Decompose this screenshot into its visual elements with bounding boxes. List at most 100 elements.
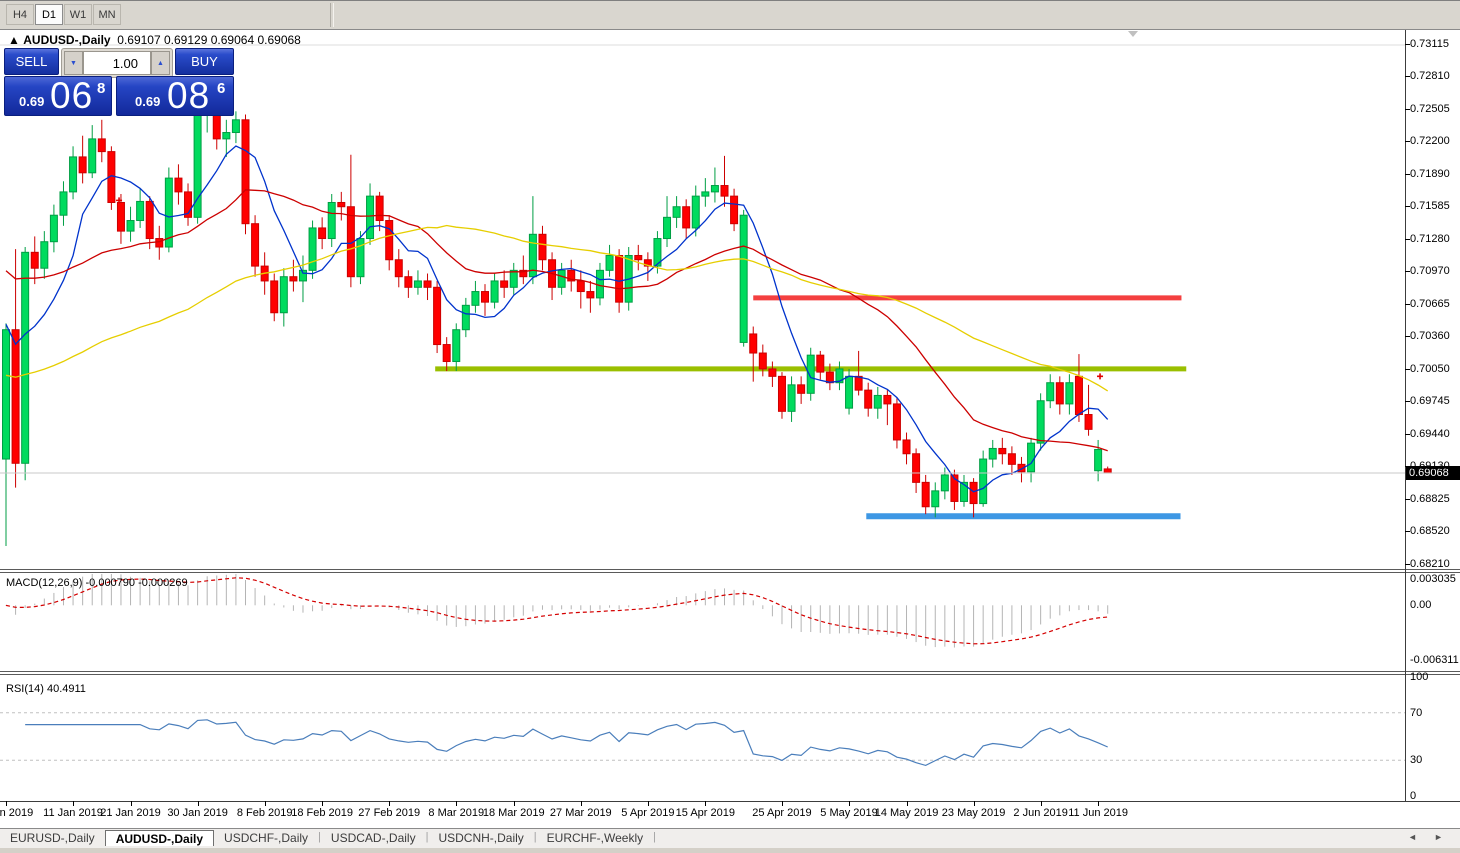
date-tick — [580, 801, 582, 806]
chart-tab-eurusd-daily[interactable]: EURUSD-,Daily — [10, 831, 95, 845]
date-axis-label: 18 Feb 2019 — [291, 807, 354, 819]
tab-scroll-left-icon[interactable]: ◄ — [1408, 832, 1417, 842]
axis-tick — [1405, 401, 1410, 403]
date-tick — [197, 801, 199, 806]
buy-button[interactable]: BUY — [175, 48, 234, 75]
chart-symbol-label: AUDUSD-,Daily — [23, 33, 111, 47]
ohlc-open: 0.69107 — [117, 33, 161, 47]
buy-price-quote[interactable]: 0.69 08 6 — [116, 75, 234, 116]
bottom-strip — [0, 848, 1460, 853]
rsi-axis-label: 0 — [1410, 790, 1417, 802]
chart-tab-usdcnh-daily[interactable]: USDCNH-,Daily — [438, 831, 524, 845]
axis-tick — [1405, 531, 1410, 533]
date-tick — [389, 801, 391, 806]
price-axis-label: 0.71890 — [1410, 167, 1450, 180]
ohlc-high: 0.69129 — [164, 33, 208, 47]
date-tick — [73, 801, 75, 806]
chart-title: ▲ AUDUSD-,Daily 0.69107 0.69129 0.69064 … — [8, 33, 301, 47]
price-axis-label: 0.72505 — [1410, 102, 1450, 115]
date-axis-label: 21 Jan 2019 — [100, 807, 161, 819]
date-axis-label: 27 Mar 2019 — [549, 807, 612, 819]
axis-tick — [1405, 108, 1410, 110]
sell-price-prefix: 0.69 — [19, 94, 45, 109]
date-tick — [1098, 801, 1100, 806]
date-axis-label: 11 Jan 2019 — [43, 807, 103, 819]
date-tick — [322, 801, 324, 806]
volume-control: ▼ ▲ — [61, 48, 173, 78]
axis-tick — [1405, 466, 1410, 468]
price-axis-label: 0.72810 — [1410, 70, 1450, 83]
chart-tab-eurchf-weekly[interactable]: EURCHF-,Weekly — [546, 831, 644, 845]
axis-tick — [1405, 238, 1410, 240]
date-axis-label: 8 Feb 2019 — [236, 807, 293, 819]
date-axis-label: 23 May 2019 — [941, 807, 1006, 819]
rsi-axis-label: 100 — [1410, 671, 1429, 683]
date-tick — [705, 801, 707, 806]
date-axis-label: 30 Jan 2019 — [167, 807, 228, 819]
pane-separator-rsi[interactable] — [0, 671, 1460, 675]
date-tick — [130, 801, 132, 806]
timeframe-mn-button[interactable]: MN — [93, 4, 121, 25]
date-axis-label: 2 Jan 2019 — [0, 807, 34, 819]
price-axis-label: 0.70360 — [1410, 330, 1450, 343]
buy-price-pipette: 6 — [217, 80, 226, 97]
chevron-down-icon: ▼ — [70, 60, 77, 67]
timeframe-d1-button[interactable]: D1 — [35, 4, 63, 25]
macd-axis-label: 0.00 — [1410, 599, 1432, 612]
chart-tab-usdcad-daily[interactable]: USDCAD-,Daily — [330, 831, 416, 845]
price-axis-border — [1405, 30, 1406, 801]
chart-tab-usdchf-daily[interactable]: USDCHF-,Daily — [224, 831, 309, 845]
date-tick — [264, 801, 266, 806]
axis-tick — [1405, 141, 1410, 142]
one-click-trade-panel: SELL ▼ ▲ BUY 0.69 06 8 0.69 08 6 — [4, 48, 234, 145]
date-tick — [973, 801, 975, 806]
buy-price-prefix: 0.69 — [135, 94, 161, 109]
toolbar-separator — [330, 3, 334, 27]
date-axis-label: 14 May 2019 — [874, 807, 939, 819]
axis-tick — [1405, 368, 1410, 370]
date-axis-label: 5 May 2019 — [820, 807, 878, 819]
ma-slow — [5, 224, 1109, 392]
pane-separator-macd[interactable] — [0, 569, 1460, 573]
tab-divider: | — [533, 831, 537, 843]
date-tick — [6, 801, 7, 806]
axis-tick — [1405, 303, 1410, 305]
price-axis-label: 0.70050 — [1410, 362, 1450, 375]
date-tick — [849, 801, 851, 806]
date-axis-label: 2 Jun 2019 — [1013, 807, 1068, 819]
date-tick — [906, 801, 908, 806]
volume-decrease-button[interactable]: ▼ — [64, 51, 83, 75]
price-axis-label: 0.70665 — [1410, 297, 1450, 310]
rsi-indicator-label: RSI(14) 40.4911 — [6, 683, 86, 695]
timeframe-w1-button[interactable]: W1 — [64, 4, 92, 25]
sell-button[interactable]: SELL — [4, 48, 59, 75]
axis-tick — [1405, 173, 1410, 175]
timeframe-h4-button[interactable]: H4 — [6, 4, 34, 25]
volume-increase-button[interactable]: ▲ — [151, 51, 170, 75]
chart-tab-audusd-daily[interactable]: AUDUSD-,Daily — [104, 830, 215, 846]
date-axis-label: 8 Mar 2019 — [428, 807, 485, 819]
macd-axis-label: 0.003035 — [1410, 573, 1456, 585]
timeframe-toolbar: H4 D1 W1 MN — [0, 1, 1460, 30]
tab-scroll-right-icon[interactable]: ► — [1434, 832, 1443, 842]
date-tick — [513, 801, 515, 806]
macd-signal-value: -0.000269 — [138, 577, 188, 589]
date-tick — [456, 801, 458, 806]
current-price-label: 0.69068 — [1406, 466, 1460, 481]
sell-price-quote[interactable]: 0.69 06 8 — [4, 75, 112, 116]
ohlc-close: 0.69068 — [257, 33, 301, 47]
macd-axis-label: -0.006311 — [1410, 654, 1459, 666]
date-tick — [1040, 801, 1042, 806]
macd-main-value: -0.000790 — [85, 577, 136, 589]
axis-tick — [1405, 206, 1410, 208]
rsi-axis-label: 30 — [1410, 754, 1423, 767]
price-axis-label: 0.69745 — [1410, 395, 1450, 408]
price-axis-label: 0.73115 — [1410, 38, 1449, 50]
sell-price-pipette: 8 — [97, 80, 106, 97]
volume-input[interactable] — [83, 51, 151, 75]
chart-area: ▲ AUDUSD-,Daily 0.69107 0.69129 0.69064 … — [0, 30, 1460, 853]
price-axis-label: 0.69130 — [1410, 460, 1450, 473]
collapse-panel-icon[interactable]: ▲ — [8, 33, 20, 47]
date-axis-label: 27 Feb 2019 — [358, 807, 421, 819]
